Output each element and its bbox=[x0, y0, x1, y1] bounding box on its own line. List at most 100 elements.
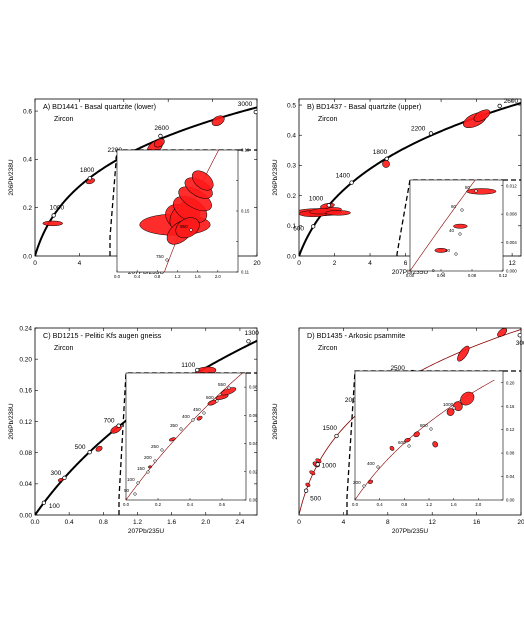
inset-age-label: 200 bbox=[144, 455, 152, 460]
inset-age-marker bbox=[454, 252, 458, 256]
inset-age-label: 50 bbox=[124, 488, 130, 493]
concordia-age-label: 1500 bbox=[323, 425, 338, 432]
concordia-age-label: 2600 bbox=[504, 98, 519, 105]
concordia-age-marker bbox=[315, 462, 320, 467]
inset-data-ellipse bbox=[434, 248, 448, 253]
concordia-age-marker bbox=[253, 109, 257, 115]
x-tick-label: 2 bbox=[333, 260, 337, 267]
concordia-age-label: 100 bbox=[49, 503, 60, 510]
inset-age-label: 20 bbox=[445, 248, 451, 253]
concordia-age-marker bbox=[517, 333, 521, 338]
concordia-age-marker bbox=[195, 367, 200, 373]
x-tick-label: 8 bbox=[386, 519, 390, 526]
inset-age-label: 350 bbox=[170, 423, 178, 428]
y-tick-label: 0.3 bbox=[287, 163, 296, 170]
concordia-age-marker bbox=[246, 339, 251, 344]
x-axis-label: 207Pb/235U bbox=[128, 528, 164, 535]
inset-y-tick-label: 0.00 bbox=[249, 498, 258, 503]
inset-age-marker bbox=[441, 272, 445, 276]
y-tick-label: 0.0 bbox=[287, 253, 296, 260]
inset-y-tick-label: 0.11 bbox=[241, 270, 250, 275]
inset-age-label: 250 bbox=[151, 444, 159, 449]
y-tick-label: 0.24 bbox=[19, 325, 32, 332]
concordia-curve bbox=[299, 101, 521, 256]
inset-y-tick-label: 0.08 bbox=[506, 451, 515, 456]
x-tick-label: 12 bbox=[429, 519, 437, 526]
inset-data-ellipse bbox=[404, 437, 411, 443]
inset-age-label: 750 bbox=[156, 254, 164, 259]
y-axis-label: 206Pb/238U bbox=[272, 159, 279, 195]
x-axis-label: 207Pb/235U bbox=[392, 528, 428, 535]
inset-age-marker bbox=[460, 208, 464, 212]
inset-data-ellipse bbox=[466, 188, 497, 195]
inset-age-marker bbox=[165, 258, 169, 262]
concordia-age-label: 1100 bbox=[181, 362, 195, 369]
y-tick-label: 0.0 bbox=[23, 253, 32, 260]
concordia-age-label: 3000 bbox=[238, 101, 253, 108]
concordia-age-label: 600 bbox=[293, 225, 304, 232]
concordia-age-marker bbox=[41, 500, 47, 505]
y-tick-label: 0.2 bbox=[23, 205, 32, 212]
inset-age-marker bbox=[136, 481, 140, 485]
data-ellipse bbox=[473, 109, 491, 122]
concordia-age-label: 1000 bbox=[309, 195, 324, 202]
inset-data-ellipse bbox=[367, 479, 374, 484]
y-tick-label: 0.20 bbox=[19, 356, 32, 363]
inset-age-marker bbox=[452, 406, 456, 410]
concordia-age-marker bbox=[51, 213, 56, 218]
inset-x-tick-label: 2.0 bbox=[215, 274, 222, 279]
x-tick-label: 16 bbox=[473, 519, 481, 526]
concordia-age-label: 500 bbox=[310, 496, 321, 503]
concordia-age-label: 500 bbox=[75, 444, 86, 451]
y-tick-label: 0.16 bbox=[19, 388, 32, 395]
inset-age-label: 0 bbox=[432, 268, 435, 273]
y-axis-label: 206Pb/238U bbox=[8, 403, 15, 439]
inset-age-marker bbox=[376, 465, 380, 469]
concordia-age-label: 1300 bbox=[244, 330, 259, 337]
inset-age-label: 800 bbox=[420, 423, 428, 428]
inset-age-label: 450 bbox=[193, 407, 201, 412]
x-tick-label: 20 bbox=[253, 260, 261, 267]
inset-x-tick-label: 0.4 bbox=[134, 274, 141, 279]
inset-area bbox=[126, 373, 243, 500]
inset-data-ellipse bbox=[191, 170, 214, 191]
concordia-age-marker bbox=[116, 423, 121, 428]
concordia-age-label: 2500 bbox=[390, 365, 405, 372]
plot-area bbox=[299, 328, 521, 515]
inset-age-marker bbox=[474, 189, 478, 193]
x-tick-label: 4 bbox=[368, 260, 372, 267]
x-tick-label: 0 bbox=[297, 260, 301, 267]
y-tick-label: 0.08 bbox=[19, 450, 32, 457]
panel-title: D) BD1435 - Arkosic psammite bbox=[307, 331, 405, 340]
inset-age-marker bbox=[160, 448, 164, 452]
concordia-age-marker bbox=[87, 450, 92, 455]
inset-x-tick-label: 2.0 bbox=[475, 502, 482, 507]
inset-y-tick-label: 0.02 bbox=[249, 469, 258, 474]
inset-plot: 0.00 0.04 0.08 0.120.000 0.004 0.008 0.012 0 20 4… bbox=[406, 179, 517, 278]
inset-x-tick-label: 0.8 bbox=[154, 274, 161, 279]
inset-y-tick-label: 0.04 bbox=[249, 441, 258, 446]
inset-age-marker bbox=[458, 232, 462, 236]
inset-data-ellipse bbox=[413, 431, 420, 438]
inset-x-tick-label: 0.0 bbox=[114, 274, 121, 279]
data-ellipse bbox=[497, 328, 508, 338]
panel-title: A) BD1441 - Basal quartzite (lower) bbox=[43, 102, 156, 111]
inset-x-tick-label: 0.4 bbox=[187, 502, 194, 507]
y-tick-label: 0.4 bbox=[23, 157, 32, 164]
x-tick-label: 4 bbox=[342, 519, 346, 526]
inset-x-tick-label: 1.2 bbox=[426, 502, 433, 507]
data-ellipse bbox=[382, 160, 390, 168]
chart-panel-3: 0 4 8 12 16 20 207Pb/235U 206Pb/238U D) BD1435 -… bbox=[272, 327, 524, 535]
panel-subtitle: Zircon bbox=[54, 345, 74, 352]
concordia-age-marker bbox=[384, 156, 389, 161]
inset-age-label: 100 bbox=[127, 477, 135, 482]
x-tick-label: 20 bbox=[517, 519, 524, 526]
inset-x-tick-label: 0.6 bbox=[219, 502, 226, 507]
inset-area bbox=[139, 150, 220, 272]
inset-age-marker bbox=[429, 427, 433, 431]
inset-area bbox=[410, 180, 497, 271]
inset-age-marker bbox=[227, 386, 231, 390]
inset-age-label: 60 bbox=[451, 204, 457, 209]
concordia-age-label: 1000 bbox=[50, 204, 65, 211]
